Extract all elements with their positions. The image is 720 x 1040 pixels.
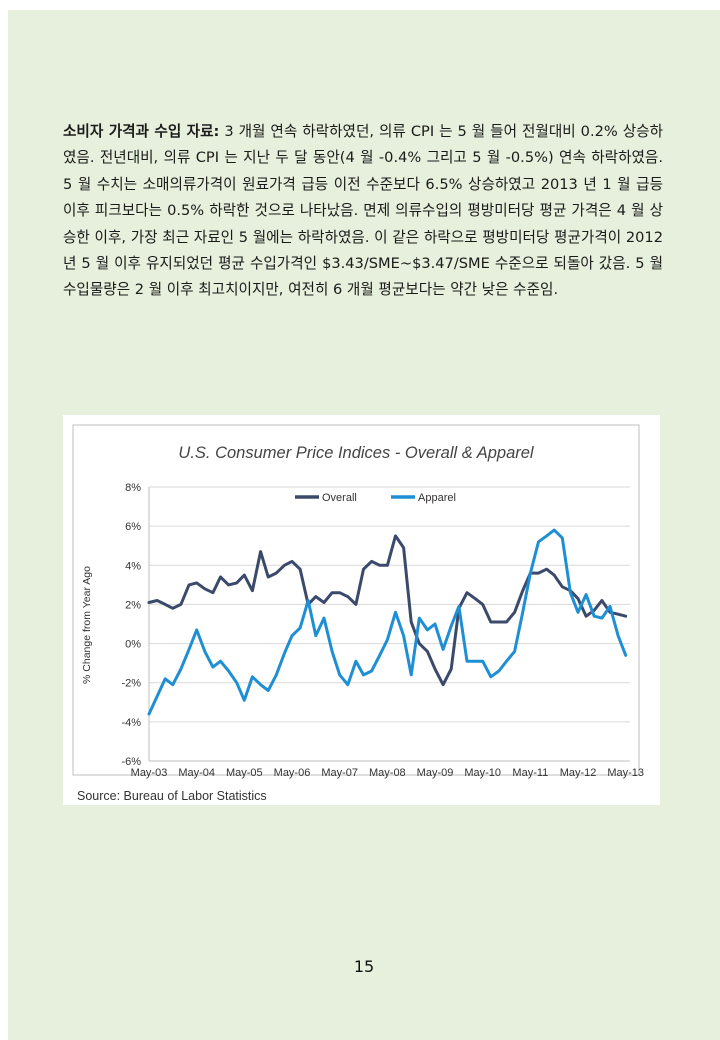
y-tick-label: 6%: [125, 521, 141, 533]
x-tick-label: May-11: [512, 767, 548, 779]
x-tick-label: May-06: [274, 767, 311, 779]
x-tick-label: May-04: [178, 767, 215, 779]
x-tick-label: May-09: [417, 767, 454, 779]
cpi-line-chart: U.S. Consumer Price Indices - Overall & …: [72, 424, 644, 803]
y-tick-label: 0%: [125, 639, 141, 651]
x-tick-label: May-08: [369, 767, 406, 779]
legend-label-overall: Overall: [322, 492, 357, 504]
y-axis-label: % Change from Year Ago: [81, 566, 93, 684]
paragraph-lead: 소비자 가격과 수입 자료:: [63, 123, 220, 140]
x-tick-label: May-12: [560, 767, 597, 779]
chart-figure: U.S. Consumer Price Indices - Overall & …: [63, 415, 660, 805]
legend-label-apparel: Apparel: [418, 492, 456, 504]
y-tick-label: 2%: [125, 599, 141, 611]
y-tick-label: -4%: [121, 717, 141, 729]
paragraph-body: 3 개월 연속 하락하였던, 의류 CPI 는 5 월 들어 전월대비 0.2%…: [63, 123, 664, 299]
x-tick-label: May-13: [607, 767, 644, 779]
y-tick-label: 8%: [125, 482, 141, 494]
y-tick-label: -2%: [121, 678, 141, 690]
y-tick-labels: 8% 6% 4% 2% 0% -2% -4% -6%: [121, 482, 141, 768]
series-line-overall: [147, 534, 628, 687]
page-number: 15: [353, 957, 375, 976]
source-note: Source: Bureau of Labor Statistics: [77, 789, 267, 803]
body-paragraph: 소비자 가격과 수입 자료: 3 개월 연속 하락하였던, 의류 CPI 는 5…: [63, 119, 663, 304]
series-lines: [147, 528, 628, 716]
series-line-apparel: [147, 528, 628, 716]
chart-title: U.S. Consumer Price Indices - Overall & …: [178, 444, 535, 462]
grid-lines: [148, 486, 630, 762]
x-tick-label: May-10: [464, 767, 501, 779]
x-tick-label: May-03: [131, 767, 168, 779]
y-tick-label: -6%: [121, 756, 141, 768]
x-tick-label: May-05: [226, 767, 263, 779]
document-page: 소비자 가격과 수입 자료: 3 개월 연속 하락하였던, 의류 CPI 는 5…: [8, 10, 720, 1040]
x-tick-labels: May-03 May-04 May-05 May-06 May-07 May-08 May-…: [131, 767, 644, 779]
y-tick-label: 4%: [125, 560, 141, 572]
x-tick-label: May-07: [321, 767, 358, 779]
chart-legend: Overall Apparel: [295, 492, 456, 504]
